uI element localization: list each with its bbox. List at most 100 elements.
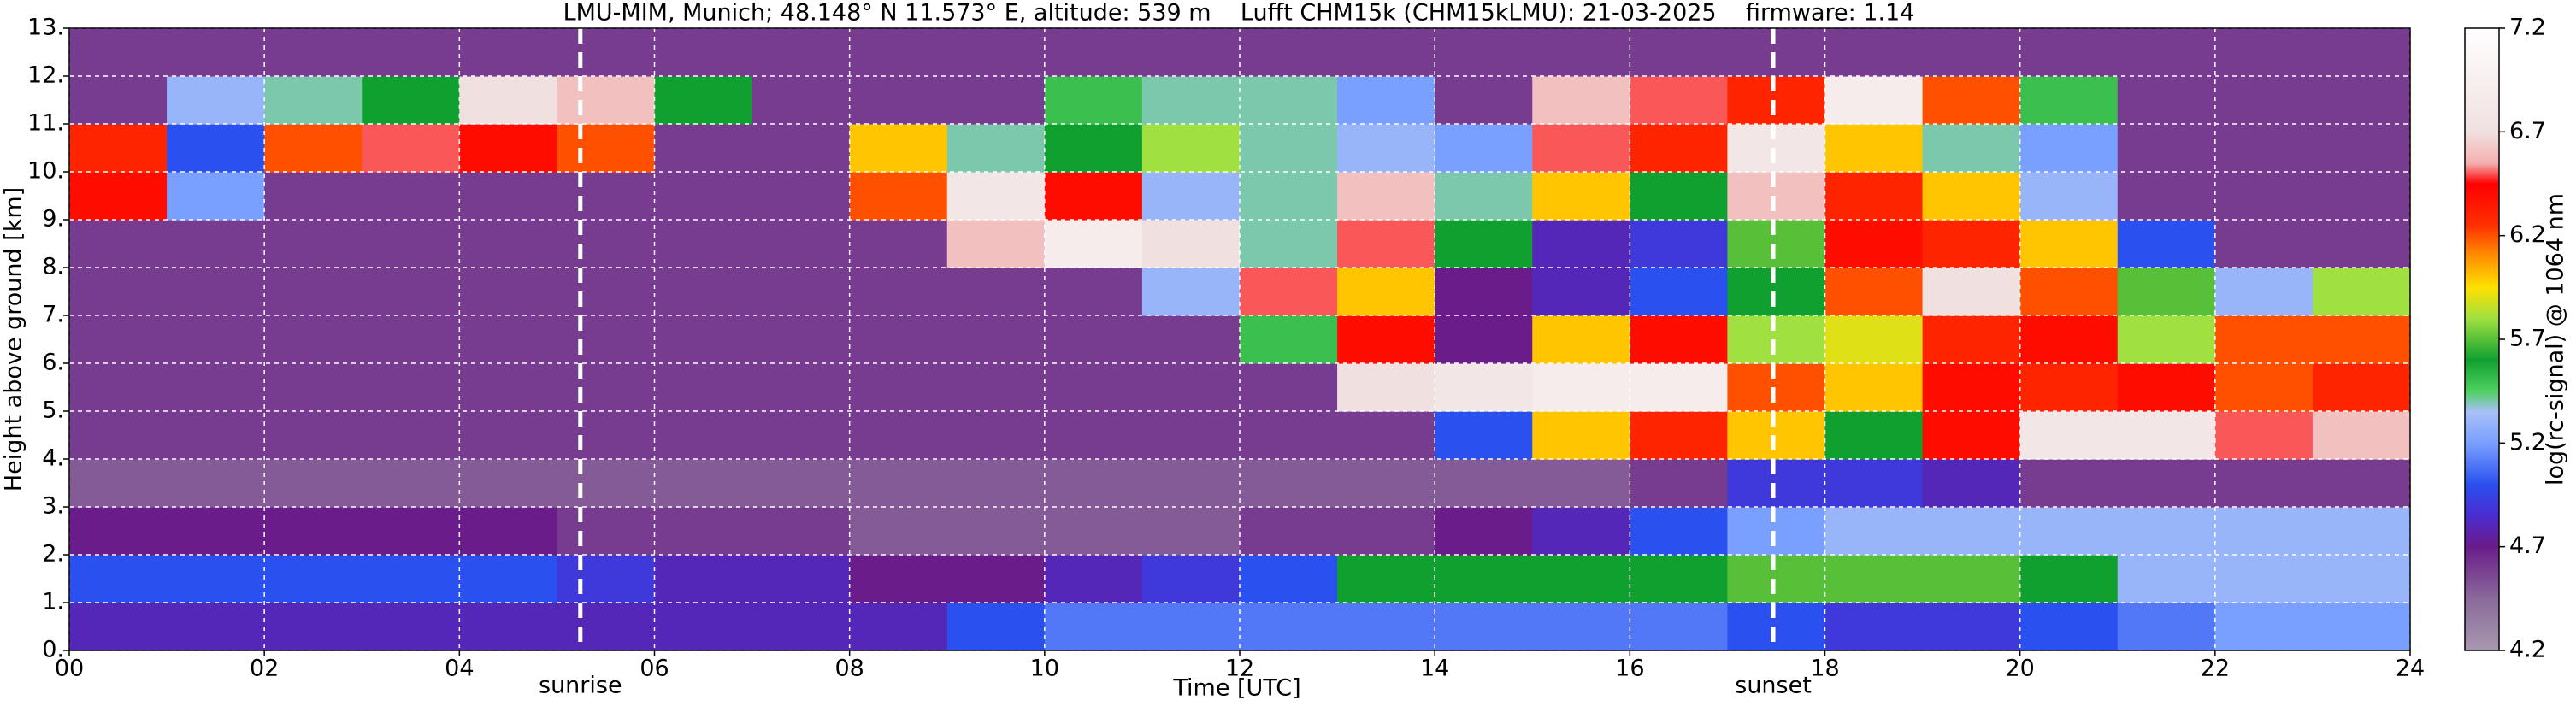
heatmap-cell: [1141, 172, 1241, 221]
heatmap-cell: [1727, 28, 1826, 77]
heatmap-cell: [2019, 76, 2119, 125]
heatmap-cell: [1922, 315, 2021, 364]
x-tick-label: 10: [1030, 656, 1059, 682]
heatmap-cell: [167, 268, 265, 316]
heatmap-cell: [2214, 507, 2314, 556]
heatmap-cell: [167, 172, 265, 221]
heatmap-cell: [167, 76, 265, 125]
heatmap-cell: [1435, 507, 1533, 556]
heatmap-cell: [264, 76, 363, 125]
colorbar-tick-label: 6.2: [2509, 221, 2546, 248]
heatmap-cell: [2312, 28, 2411, 77]
heatmap-cell: [2117, 411, 2216, 460]
colorbar: [2464, 27, 2500, 651]
heatmap-cell: [946, 507, 1046, 556]
heatmap-cell: [849, 268, 948, 316]
y-tick-label: 4.: [42, 445, 64, 472]
heatmap-cell: [2214, 28, 2314, 77]
heatmap-cell: [1824, 76, 1924, 125]
heatmap-cell: [1532, 411, 1630, 460]
heatmap-cell: [362, 411, 460, 460]
heatmap-cell: [1044, 268, 1143, 316]
y-tick-label: 12.: [27, 62, 64, 89]
heatmap-cell: [2214, 172, 2314, 221]
y-tick-label: 3.: [42, 493, 64, 520]
heatmap-cell: [752, 76, 851, 125]
heatmap-cell: [1044, 555, 1143, 603]
heatmap-cell: [1824, 268, 1924, 316]
x-axis-label: Time [UTC]: [1172, 675, 1300, 702]
heatmap-cell: [1141, 268, 1241, 316]
x-tick-label: 12: [1225, 656, 1254, 682]
heatmap-cell: [69, 124, 168, 173]
heatmap-cell: [557, 555, 656, 603]
heatmap-cell: [2214, 76, 2314, 125]
heatmap-cell: [264, 28, 363, 77]
heatmap-cell: [69, 507, 168, 556]
heatmap-cell: [1532, 459, 1630, 508]
heatmap-cell: [2117, 172, 2216, 221]
heatmap-cell: [946, 459, 1046, 508]
heatmap-cell: [362, 459, 460, 508]
heatmap-cell: [1727, 411, 1826, 460]
heatmap-cell: [1824, 220, 1924, 268]
heatmap-cell: [69, 459, 168, 508]
heatmap-cell: [1532, 555, 1630, 603]
heatmap-cell: [849, 555, 948, 603]
heatmap-cell: [2312, 172, 2411, 221]
heatmap-cell: [1435, 555, 1533, 603]
heatmap-cell: [362, 28, 460, 77]
heatmap-cell: [2117, 363, 2216, 412]
heatmap-cell: [752, 124, 851, 173]
heatmap-cell: [1727, 76, 1826, 125]
heatmap-cell: [946, 220, 1046, 268]
colorbar-tick-label: 6.7: [2509, 118, 2546, 144]
heatmap-cell: [69, 76, 168, 125]
heatmap-cell: [654, 555, 753, 603]
heatmap-cell: [1337, 76, 1435, 125]
heatmap-cell: [1044, 603, 1143, 651]
heatmap-cell: [654, 268, 753, 316]
heatmap-cell: [167, 507, 265, 556]
heatmap-cell: [362, 220, 460, 268]
heatmap-cell: [264, 507, 363, 556]
heatmap-cell: [167, 220, 265, 268]
heatmap-cell: [1824, 603, 1924, 651]
heatmap-cell: [654, 28, 753, 77]
heatmap-cell: [752, 555, 851, 603]
heatmap-cell: [1240, 268, 1338, 316]
heatmap-cell: [362, 315, 460, 364]
heatmap-cell: [362, 268, 460, 316]
heatmap-cell: [1727, 603, 1826, 651]
heatmap-cell: [2019, 220, 2119, 268]
heatmap-cell: [1922, 76, 2021, 125]
heatmap-cell: [69, 363, 168, 412]
heatmap-cell: [362, 172, 460, 221]
heatmap-cell: [2019, 411, 2119, 460]
heatmap-cell: [1630, 220, 1729, 268]
heatmap-cell: [1141, 315, 1241, 364]
heatmap-cell: [1044, 459, 1143, 508]
heatmap-cell: [752, 268, 851, 316]
heatmap-cell: [2312, 220, 2411, 268]
heatmap-cell: [1240, 315, 1338, 364]
heatmap-cell: [1240, 124, 1338, 173]
heatmap-cell: [264, 555, 363, 603]
heatmap-cell: [752, 411, 851, 460]
heatmap-cell: [849, 507, 948, 556]
heatmap-cell: [1435, 459, 1533, 508]
heatmap-cell: [1435, 172, 1533, 221]
colorbar-tick-label: 5.7: [2509, 326, 2546, 352]
heatmap-cell: [1240, 172, 1338, 221]
heatmap-cell: [2117, 28, 2216, 77]
heatmap-cell: [1337, 507, 1435, 556]
heatmap-cell: [1727, 507, 1826, 556]
heatmap-cell: [1532, 363, 1630, 412]
heatmap-cell: [362, 555, 460, 603]
heatmap-cell: [1532, 315, 1630, 364]
heatmap-cell: [1044, 363, 1143, 412]
heatmap-cell: [459, 124, 558, 173]
heatmap-cell: [1337, 124, 1435, 173]
